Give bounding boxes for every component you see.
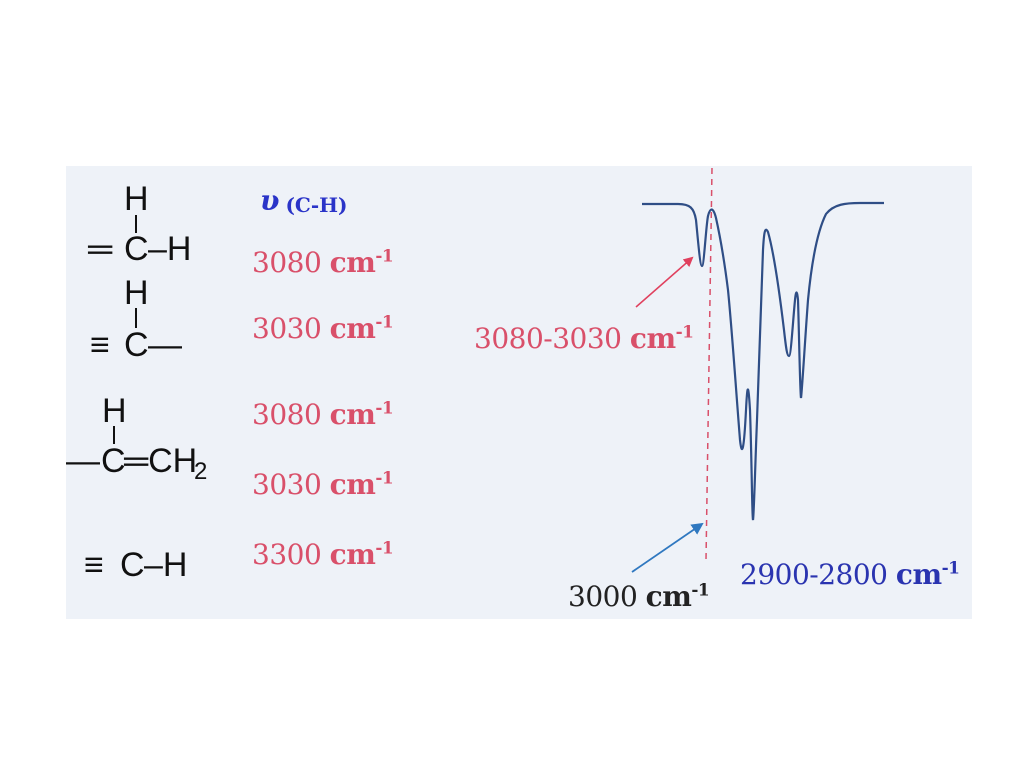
annotation-2900-2800: 2900-2800 cm-1	[740, 558, 960, 591]
wavenumber-exponent: -1	[375, 246, 394, 267]
double-bond: ═	[88, 230, 113, 268]
triple-bond: ≡	[90, 326, 110, 364]
carbon-atom: C	[124, 326, 149, 364]
carbon-atom: C	[120, 546, 145, 584]
wavenumber-value: 3080	[252, 398, 322, 431]
wavenumber-unit: cm	[329, 246, 376, 279]
right-group: –H	[148, 230, 192, 268]
wavenumber-unit: cm	[329, 312, 376, 345]
wavenumber-5: 3300 cm-1	[252, 538, 394, 571]
wavenumber-value: 3300	[252, 538, 322, 571]
wavenumber-4: 3030 cm-1	[252, 468, 394, 501]
right-group: ═CH	[124, 442, 198, 480]
annotation-value: 3080-3030	[474, 322, 622, 355]
annotation-exponent: -1	[691, 580, 710, 601]
wavenumber-value: 3080	[252, 246, 322, 279]
wavenumber-exponent: -1	[375, 312, 394, 333]
right-group: —	[148, 326, 182, 364]
annotation-3080-3030: 3080-3030 cm-1	[474, 322, 694, 355]
bond-label: (C-H)	[285, 193, 348, 217]
carbon-atom: C	[101, 442, 126, 480]
annotation-exponent: -1	[941, 558, 960, 579]
spectrum-trace	[642, 201, 884, 521]
nu-symbol: υ	[260, 184, 280, 217]
wavenumber-exponent: -1	[375, 538, 394, 559]
arrow-left-peak	[635, 256, 694, 308]
annotation-exponent: -1	[675, 322, 694, 343]
top-hydrogen: H	[124, 274, 149, 312]
wavenumber-exponent: -1	[375, 398, 394, 419]
wavenumber-unit: cm	[329, 398, 376, 431]
triple-bond: ≡	[84, 546, 104, 584]
annotation-unit: cm	[629, 322, 676, 355]
stretch-frequency-label: υ (C-H)	[260, 184, 347, 217]
wavenumber-1: 3080 cm-1	[252, 246, 394, 279]
annotation-unit: cm	[895, 558, 942, 591]
vertical-bond	[113, 426, 115, 444]
annotation-3000: 3000 cm-1	[568, 580, 710, 613]
vertical-bond	[135, 308, 137, 328]
wavenumber-value: 3030	[252, 312, 322, 345]
arrow-divider	[631, 522, 704, 573]
annotation-unit: cm	[645, 580, 692, 613]
carbon-atom: C	[124, 230, 149, 268]
wavenumber-value: 3030	[252, 468, 322, 501]
right-group: –H	[144, 546, 188, 584]
diagram-panel	[66, 166, 972, 619]
top-hydrogen: H	[124, 180, 149, 218]
left-bond: —	[66, 442, 100, 480]
vertical-bond	[135, 215, 137, 233]
wavenumber-2: 3030 cm-1	[252, 312, 394, 345]
annotation-value: 3000	[568, 580, 638, 613]
wavenumber-exponent: -1	[375, 468, 394, 489]
wavenumber-unit: cm	[329, 468, 376, 501]
top-hydrogen: H	[102, 392, 127, 430]
annotation-value: 2900-2800	[740, 558, 888, 591]
subscript-two: 2	[194, 458, 208, 485]
wavenumber-unit: cm	[329, 538, 376, 571]
wavenumber-3: 3080 cm-1	[252, 398, 394, 431]
